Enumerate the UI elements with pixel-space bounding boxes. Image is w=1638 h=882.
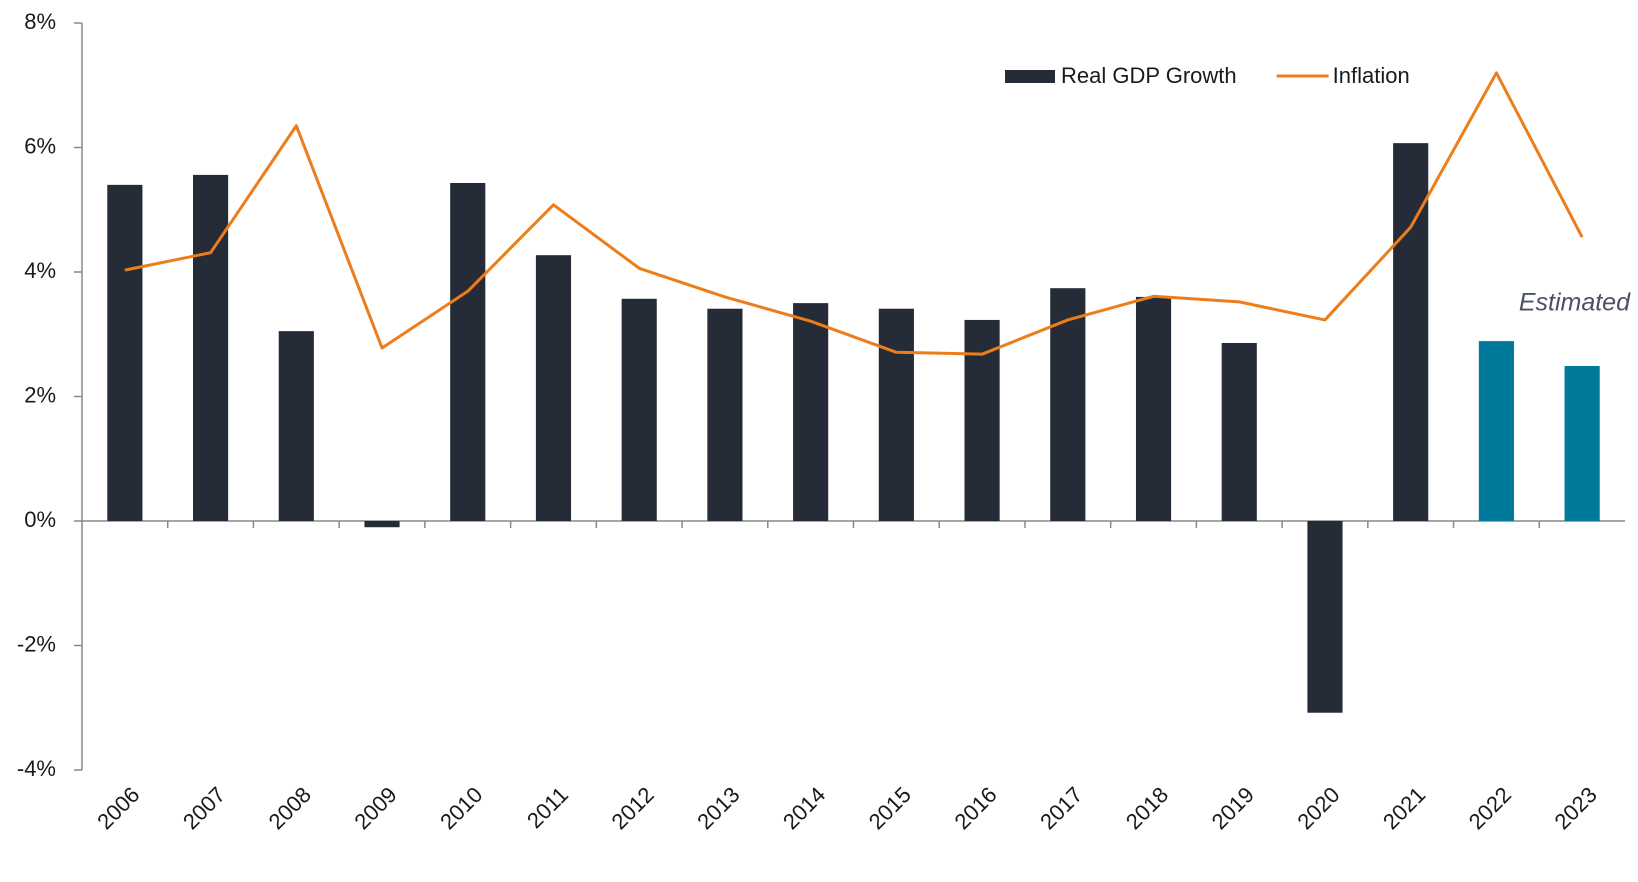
x-tick-label: 2020 (1292, 782, 1344, 834)
bar (278, 331, 314, 521)
bar (878, 308, 914, 521)
x-tick-label: 2012 (607, 782, 659, 834)
x-tick-label: 2014 (778, 782, 830, 834)
x-tick-label: 2007 (178, 782, 230, 834)
bar (1478, 341, 1514, 521)
y-tick-label: 2% (24, 382, 56, 407)
bar (193, 174, 229, 521)
legend-label: Inflation (1333, 63, 1410, 88)
bar (1393, 143, 1429, 521)
y-tick-label: 4% (24, 258, 56, 283)
x-tick-label: 2017 (1035, 782, 1087, 834)
bar (707, 308, 743, 521)
annotation: Estimated (1519, 289, 1631, 317)
bar (1221, 342, 1257, 521)
y-tick-label: 6% (24, 133, 56, 158)
bar (364, 521, 400, 528)
bar (1050, 288, 1086, 521)
x-tick-label: 2006 (92, 782, 144, 834)
x-tick-label: 2011 (522, 782, 573, 833)
x-tick-label: 2018 (1121, 782, 1173, 834)
bar (107, 184, 143, 521)
y-tick-label: 8% (24, 9, 56, 34)
x-tick-label: 2015 (864, 782, 916, 834)
y-tick-label: -4% (17, 756, 56, 781)
bar (793, 303, 829, 521)
bar (621, 298, 657, 521)
legend-swatch (1005, 70, 1055, 83)
x-tick-label: 2019 (1207, 782, 1259, 834)
bar (450, 182, 486, 522)
x-tick-label: 2008 (264, 782, 316, 834)
x-tick-label: 2016 (949, 782, 1001, 834)
y-tick-label: -2% (17, 631, 56, 656)
bar (535, 255, 572, 521)
x-tick-label: 2010 (435, 782, 487, 834)
legend-label: Real GDP Growth (1061, 63, 1237, 88)
x-tick-label: 2009 (349, 782, 401, 834)
bar (1307, 521, 1343, 713)
x-tick-label: 2023 (1549, 782, 1601, 834)
x-tick-label: 2013 (692, 782, 744, 834)
y-tick-label: 0% (24, 507, 56, 532)
line (124, 71, 1584, 356)
x-tick-label: 2022 (1464, 782, 1516, 834)
bar (1135, 296, 1172, 521)
bar (1564, 365, 1600, 521)
x-tick-label: 2021 (1378, 782, 1430, 834)
